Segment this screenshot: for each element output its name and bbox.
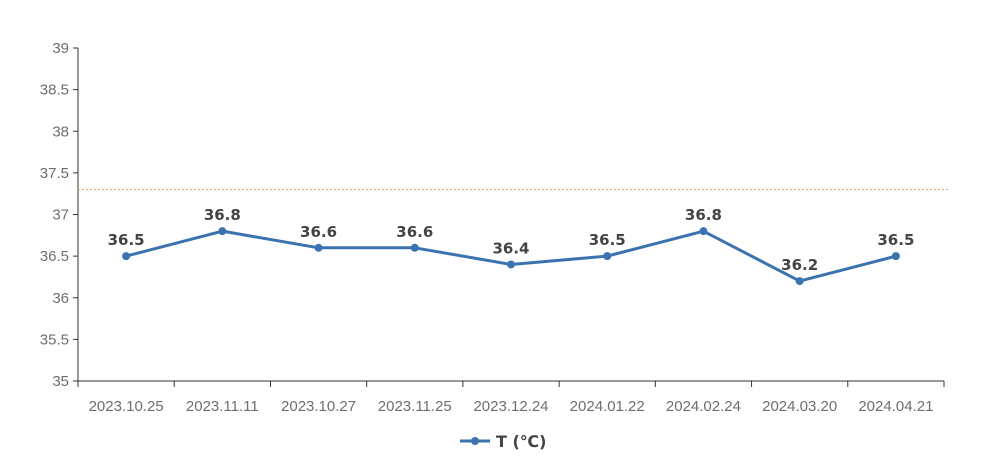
x-tick-label: 2023.12.24 [473, 398, 548, 415]
y-tick-label: 37.5 [40, 165, 69, 182]
data-point[interactable] [699, 227, 708, 236]
y-tick-label: 38.5 [40, 82, 69, 99]
x-tick-label: 2023.11.11 [186, 398, 259, 415]
data-labels: 36.5 36.8 36.6 36.6 36.4 36.5 36.8 36.2 36.5 [108, 206, 915, 274]
x-tick-label: 2024.02.24 [666, 398, 741, 415]
x-tick-label: 2024.03.20 [762, 398, 837, 415]
y-tick-label: 36 [52, 290, 69, 307]
x-tick-label: 2023.11.25 [378, 398, 452, 415]
data-point[interactable] [507, 260, 515, 269]
data-label: 36.6 [396, 223, 433, 241]
data-label: 36.2 [781, 256, 818, 274]
x-ticks: 2023.10.25 2023.11.11 2023.10.27 2023.11.25… [77, 381, 945, 415]
x-tick-label: 2023.10.27 [281, 398, 356, 415]
data-label: 36.8 [204, 206, 241, 224]
data-label: 36.5 [589, 231, 626, 249]
x-tick-label: 2024.01.22 [570, 398, 645, 415]
y-tick-label: 39 [52, 40, 69, 57]
legend-marker-icon [471, 437, 479, 445]
x-tick-label: 2024.04.21 [858, 398, 933, 415]
data-label: 36.6 [300, 223, 337, 241]
data-point[interactable] [122, 252, 131, 261]
data-point[interactable] [603, 252, 612, 261]
data-label: 36.4 [492, 239, 529, 257]
data-label: 36.5 [877, 231, 914, 249]
y-tick-label: 35.5 [40, 331, 69, 348]
y-tick-label: 38 [52, 123, 69, 140]
data-point[interactable] [314, 243, 323, 252]
data-point[interactable] [218, 227, 227, 236]
y-ticks: 35 35.5 36 36.5 37 37.5 38 38.5 39 [40, 40, 78, 390]
y-tick-label: 36.5 [40, 248, 69, 265]
data-points [122, 227, 900, 286]
y-tick-label: 37 [52, 207, 69, 224]
data-label: 36.5 [108, 231, 145, 249]
data-label: 36.8 [685, 206, 722, 224]
x-tick-label: 2023.10.25 [89, 398, 164, 415]
data-point[interactable] [891, 252, 900, 261]
data-point[interactable] [795, 277, 804, 286]
y-tick-label: 35 [52, 373, 69, 390]
legend[interactable]: T (℃) [460, 432, 546, 451]
legend-label: T (℃) [496, 432, 546, 451]
data-point[interactable] [410, 243, 419, 252]
